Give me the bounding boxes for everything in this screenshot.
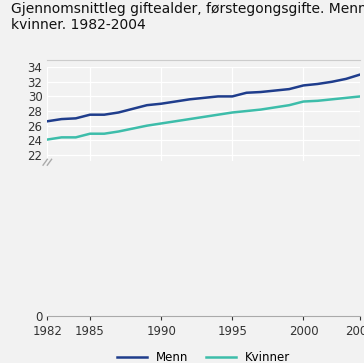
Kvinner xyxy=(258,107,263,112)
Menn xyxy=(202,96,206,100)
Menn xyxy=(344,77,348,81)
Menn xyxy=(173,99,178,104)
Menn xyxy=(358,72,363,77)
Kvinner xyxy=(131,126,135,131)
Kvinner xyxy=(59,135,64,139)
Kvinner xyxy=(330,97,334,102)
Kvinner xyxy=(173,119,178,123)
FancyBboxPatch shape xyxy=(47,162,360,314)
Text: Gjennomsnittleg giftealder, førstegongsgifte. Menn og
kvinner. 1982-2004: Gjennomsnittleg giftealder, førstegongsg… xyxy=(11,2,364,32)
Kvinner xyxy=(344,96,348,100)
Kvinner xyxy=(74,135,78,139)
Menn xyxy=(316,82,320,86)
Menn xyxy=(145,103,149,107)
Menn xyxy=(330,79,334,84)
Menn xyxy=(287,87,292,91)
Menn xyxy=(102,113,106,117)
Menn xyxy=(116,110,120,115)
Kvinner xyxy=(244,109,249,113)
Menn xyxy=(230,94,234,99)
Menn xyxy=(258,90,263,94)
Menn xyxy=(301,83,306,87)
Menn xyxy=(244,91,249,95)
Kvinner xyxy=(88,131,92,136)
Kvinner xyxy=(230,110,234,115)
Kvinner xyxy=(202,115,206,119)
Kvinner xyxy=(273,105,277,110)
Kvinner xyxy=(102,131,106,136)
Kvinner xyxy=(316,99,320,103)
Menn xyxy=(45,119,50,123)
Line: Menn: Menn xyxy=(47,74,360,121)
Menn xyxy=(59,117,64,121)
Kvinner xyxy=(145,123,149,128)
Kvinner xyxy=(45,137,50,142)
Menn xyxy=(216,94,220,99)
Legend: Menn, Kvinner: Menn, Kvinner xyxy=(112,347,295,363)
Kvinner xyxy=(301,99,306,104)
Kvinner xyxy=(287,103,292,107)
Line: Kvinner: Kvinner xyxy=(47,97,360,139)
Kvinner xyxy=(187,117,192,121)
Kvinner xyxy=(159,121,163,126)
Menn xyxy=(74,116,78,121)
Menn xyxy=(273,88,277,93)
Kvinner xyxy=(216,113,220,117)
Menn xyxy=(131,107,135,111)
Menn xyxy=(187,97,192,102)
Menn xyxy=(88,113,92,117)
Menn xyxy=(159,102,163,106)
Kvinner xyxy=(358,94,363,99)
Kvinner xyxy=(116,129,120,134)
